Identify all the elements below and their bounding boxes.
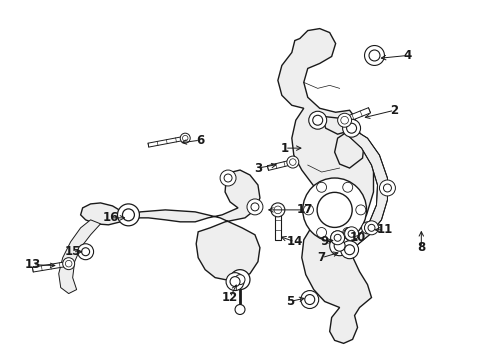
- Circle shape: [225, 273, 244, 291]
- Circle shape: [340, 241, 358, 259]
- Circle shape: [270, 203, 285, 217]
- Circle shape: [81, 248, 89, 256]
- Circle shape: [235, 275, 244, 285]
- Circle shape: [344, 227, 358, 241]
- Polygon shape: [128, 170, 260, 280]
- Polygon shape: [32, 261, 69, 272]
- Text: 16: 16: [102, 211, 119, 224]
- Text: 4: 4: [403, 49, 411, 62]
- Circle shape: [342, 228, 352, 238]
- Polygon shape: [275, 210, 280, 240]
- Circle shape: [182, 135, 187, 141]
- Circle shape: [361, 222, 373, 234]
- Circle shape: [78, 244, 93, 260]
- Circle shape: [347, 230, 354, 237]
- Polygon shape: [148, 136, 185, 147]
- Circle shape: [340, 116, 348, 124]
- Text: 11: 11: [376, 223, 392, 236]
- Circle shape: [317, 192, 351, 228]
- Circle shape: [180, 133, 190, 143]
- Circle shape: [286, 156, 298, 168]
- Circle shape: [250, 203, 259, 211]
- Circle shape: [329, 236, 349, 256]
- Polygon shape: [277, 28, 373, 343]
- Text: 15: 15: [64, 245, 81, 258]
- Circle shape: [342, 182, 352, 192]
- Text: 3: 3: [253, 162, 262, 175]
- Circle shape: [65, 260, 72, 267]
- Circle shape: [316, 228, 326, 238]
- Circle shape: [379, 180, 395, 196]
- Circle shape: [62, 258, 75, 270]
- Circle shape: [364, 225, 370, 231]
- Circle shape: [229, 276, 240, 287]
- Circle shape: [330, 231, 344, 245]
- Circle shape: [343, 228, 355, 240]
- Circle shape: [316, 182, 326, 192]
- Text: 17: 17: [296, 203, 312, 216]
- Text: 8: 8: [416, 241, 425, 254]
- Circle shape: [122, 209, 134, 221]
- Polygon shape: [343, 108, 370, 123]
- Circle shape: [355, 205, 365, 215]
- Circle shape: [346, 231, 352, 237]
- Circle shape: [220, 170, 236, 186]
- Circle shape: [383, 184, 390, 192]
- Text: 12: 12: [222, 291, 238, 304]
- Circle shape: [289, 159, 296, 165]
- Circle shape: [304, 294, 314, 305]
- Circle shape: [342, 119, 360, 137]
- Text: 14: 14: [286, 235, 303, 248]
- Circle shape: [224, 174, 232, 182]
- Circle shape: [273, 206, 281, 214]
- Circle shape: [246, 199, 263, 215]
- Polygon shape: [339, 128, 386, 248]
- Circle shape: [117, 204, 139, 226]
- Circle shape: [330, 231, 344, 245]
- Circle shape: [364, 45, 384, 66]
- Circle shape: [235, 305, 244, 315]
- Circle shape: [368, 50, 379, 61]
- Text: 13: 13: [25, 258, 41, 271]
- Circle shape: [346, 123, 356, 133]
- Circle shape: [333, 234, 341, 241]
- Text: 7: 7: [317, 251, 325, 264]
- Polygon shape: [59, 220, 101, 293]
- Circle shape: [312, 115, 322, 125]
- Text: 9: 9: [320, 235, 328, 248]
- Circle shape: [367, 224, 374, 231]
- Circle shape: [333, 234, 341, 241]
- Circle shape: [364, 221, 378, 235]
- Circle shape: [229, 270, 249, 289]
- Text: 6: 6: [196, 134, 204, 147]
- Polygon shape: [267, 160, 293, 170]
- Text: 5: 5: [285, 295, 293, 308]
- Circle shape: [333, 240, 345, 251]
- Text: 1: 1: [280, 141, 288, 155]
- Text: 10: 10: [349, 231, 365, 244]
- Circle shape: [302, 178, 366, 242]
- Circle shape: [344, 245, 354, 255]
- Polygon shape: [81, 203, 128, 225]
- Circle shape: [337, 113, 351, 127]
- Circle shape: [300, 291, 318, 309]
- Circle shape: [308, 111, 326, 129]
- Circle shape: [303, 205, 313, 215]
- Text: 2: 2: [389, 104, 398, 117]
